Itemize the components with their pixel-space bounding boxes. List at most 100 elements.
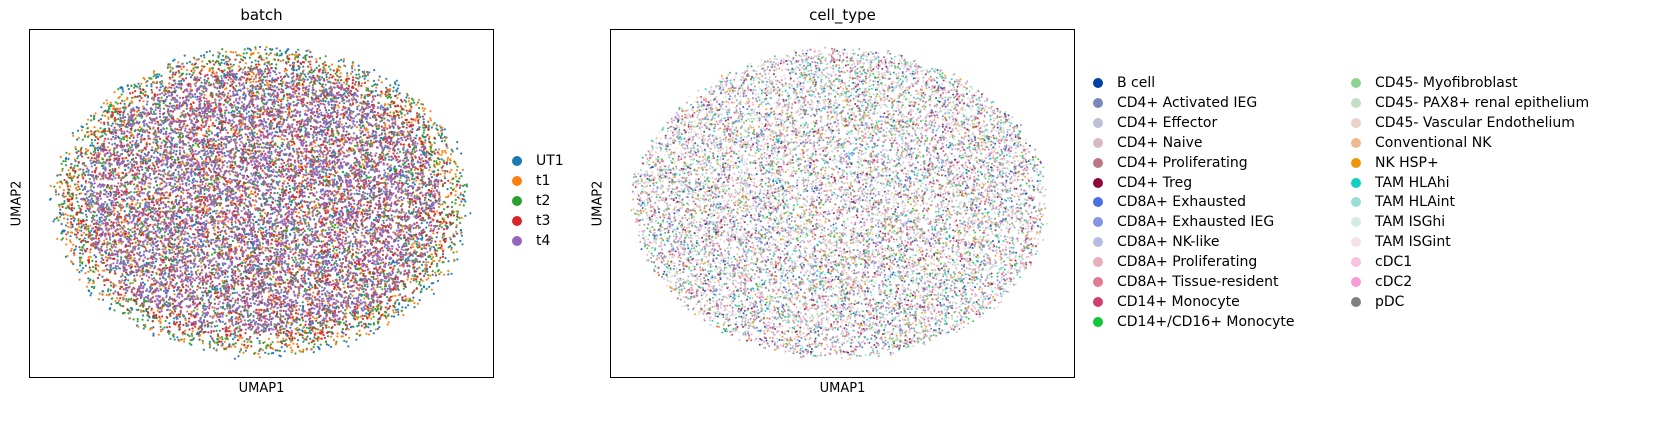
- legend-label: CD4+ Proliferating: [1117, 155, 1248, 171]
- cell-type-x-axis-label: UMAP1: [610, 381, 1075, 396]
- legend-marker: [1093, 157, 1103, 168]
- series-points: [635, 49, 1043, 356]
- legend-item: TAM ISGhi: [1351, 212, 1445, 232]
- legend-marker: [512, 216, 522, 226]
- legend-marker: [1093, 117, 1103, 128]
- legend-marker: [1351, 237, 1361, 248]
- legend-label: CD45- Vascular Endothelium: [1375, 115, 1575, 131]
- legend-label: B cell: [1117, 75, 1155, 91]
- scatter-points-layer: [630, 46, 1048, 361]
- legend-marker: [1351, 177, 1361, 188]
- cell-type-legend: B cell CD4+ Activated IEG CD4+ Effector CD4…: [1093, 73, 1658, 330]
- legend-label: CD4+ Effector: [1117, 115, 1217, 131]
- legend-marker: [1351, 137, 1361, 148]
- legend-label: pDC: [1375, 294, 1404, 310]
- legend-marker: [1093, 137, 1103, 148]
- legend-label: CD8A+ Exhausted IEG: [1117, 214, 1274, 230]
- legend-label: TAM ISGint: [1375, 234, 1451, 250]
- legend-marker: [1351, 97, 1361, 108]
- legend-label: CD8A+ Proliferating: [1117, 254, 1257, 270]
- legend-item: t4: [512, 231, 550, 251]
- legend-label: CD4+ Naive: [1117, 135, 1202, 151]
- legend-label: CD14+ Monocyte: [1117, 294, 1240, 310]
- legend-item: cDC1: [1351, 252, 1412, 272]
- series-points: [639, 46, 1046, 355]
- legend-item: CD4+ Effector: [1093, 113, 1217, 133]
- legend-label: UT1: [536, 153, 564, 169]
- cell-type-plot-title: cell_type: [610, 6, 1075, 24]
- legend-item: TAM HLAint: [1351, 192, 1455, 212]
- batch-legend: UT1 t1 t2 t3 t4: [512, 151, 592, 261]
- legend-marker: [1351, 117, 1361, 128]
- legend-marker: [1093, 177, 1103, 188]
- series-points: [634, 50, 1045, 355]
- legend-label: t2: [536, 193, 550, 209]
- legend-item: t2: [512, 191, 550, 211]
- batch-y-axis-label: UMAP2: [10, 179, 25, 229]
- legend-item: pDC: [1351, 292, 1404, 312]
- legend-label: TAM ISGhi: [1375, 214, 1445, 230]
- legend-item: CD4+ Proliferating: [1093, 153, 1248, 173]
- legend-item: CD8A+ Tissue-resident: [1093, 272, 1278, 292]
- series-points: [639, 53, 1048, 356]
- legend-marker: [1093, 217, 1103, 228]
- batch-scatter-plot: [29, 29, 494, 378]
- legend-item: TAM HLAhi: [1351, 173, 1450, 193]
- legend-label: CD4+ Activated IEG: [1117, 95, 1257, 111]
- legend-label: Conventional NK: [1375, 135, 1491, 151]
- series-points: [633, 52, 1041, 359]
- series-points: [61, 55, 464, 349]
- legend-marker: [1093, 78, 1103, 88]
- legend-label: cDC2: [1375, 274, 1412, 290]
- cell-type-scatter-plot: [610, 29, 1075, 378]
- legend-item: CD8A+ NK-like: [1093, 232, 1219, 252]
- legend-marker: [1351, 197, 1361, 208]
- legend-label: CD4+ Treg: [1117, 175, 1192, 191]
- batch-x-axis-label: UMAP1: [29, 381, 494, 396]
- legend-item: CD14+ Monocyte: [1093, 292, 1240, 312]
- series-points: [80, 66, 443, 337]
- legend-marker: [1093, 237, 1103, 248]
- series-points: [632, 51, 1037, 357]
- legend-label: NK HSP+: [1375, 155, 1439, 171]
- legend-marker: [512, 196, 522, 206]
- series-points: [637, 55, 1041, 361]
- legend-item: CD45- PAX8+ renal epithelium: [1351, 93, 1589, 113]
- legend-marker: [1093, 316, 1103, 327]
- legend-marker: [1351, 296, 1361, 307]
- batch-plot-title: batch: [29, 6, 494, 24]
- legend-marker: [1093, 296, 1103, 307]
- legend-item: Conventional NK: [1351, 133, 1491, 153]
- legend-item: CD8A+ Exhausted IEG: [1093, 212, 1274, 232]
- legend-marker: [1093, 97, 1103, 108]
- legend-item: t1: [512, 171, 550, 191]
- legend-marker: [512, 156, 522, 166]
- legend-marker: [1093, 257, 1103, 268]
- legend-label: CD14+/CD16+ Monocyte: [1117, 314, 1295, 330]
- legend-item: CD45- Myofibroblast: [1351, 73, 1518, 93]
- legend-label: TAM HLAint: [1375, 194, 1455, 210]
- legend-item: CD45- Vascular Endothelium: [1351, 113, 1575, 133]
- legend-label: t4: [536, 233, 550, 249]
- legend-label: CD8A+ Tissue-resident: [1117, 274, 1278, 290]
- legend-item: t3: [512, 211, 550, 231]
- legend-item: B cell: [1093, 73, 1155, 93]
- legend-marker: [1351, 217, 1361, 228]
- legend-label: CD8A+ Exhausted: [1117, 194, 1246, 210]
- legend-marker: [1093, 277, 1103, 287]
- legend-marker: [1093, 197, 1103, 208]
- legend-marker: [512, 236, 522, 246]
- legend-item: NK HSP+: [1351, 153, 1439, 173]
- legend-marker: [512, 176, 522, 186]
- legend-marker: [1351, 78, 1361, 88]
- legend-item: TAM ISGint: [1351, 232, 1451, 252]
- series-points: [637, 47, 1036, 358]
- scatter-points-layer: [48, 45, 472, 360]
- legend-label: CD45- Myofibroblast: [1375, 75, 1518, 91]
- legend-label: cDC1: [1375, 254, 1412, 270]
- legend-marker: [1351, 257, 1361, 268]
- legend-item: cDC2: [1351, 272, 1412, 292]
- legend-label: t3: [536, 213, 550, 229]
- legend-label: TAM HLAhi: [1375, 175, 1450, 191]
- legend-item: CD8A+ Exhausted: [1093, 192, 1246, 212]
